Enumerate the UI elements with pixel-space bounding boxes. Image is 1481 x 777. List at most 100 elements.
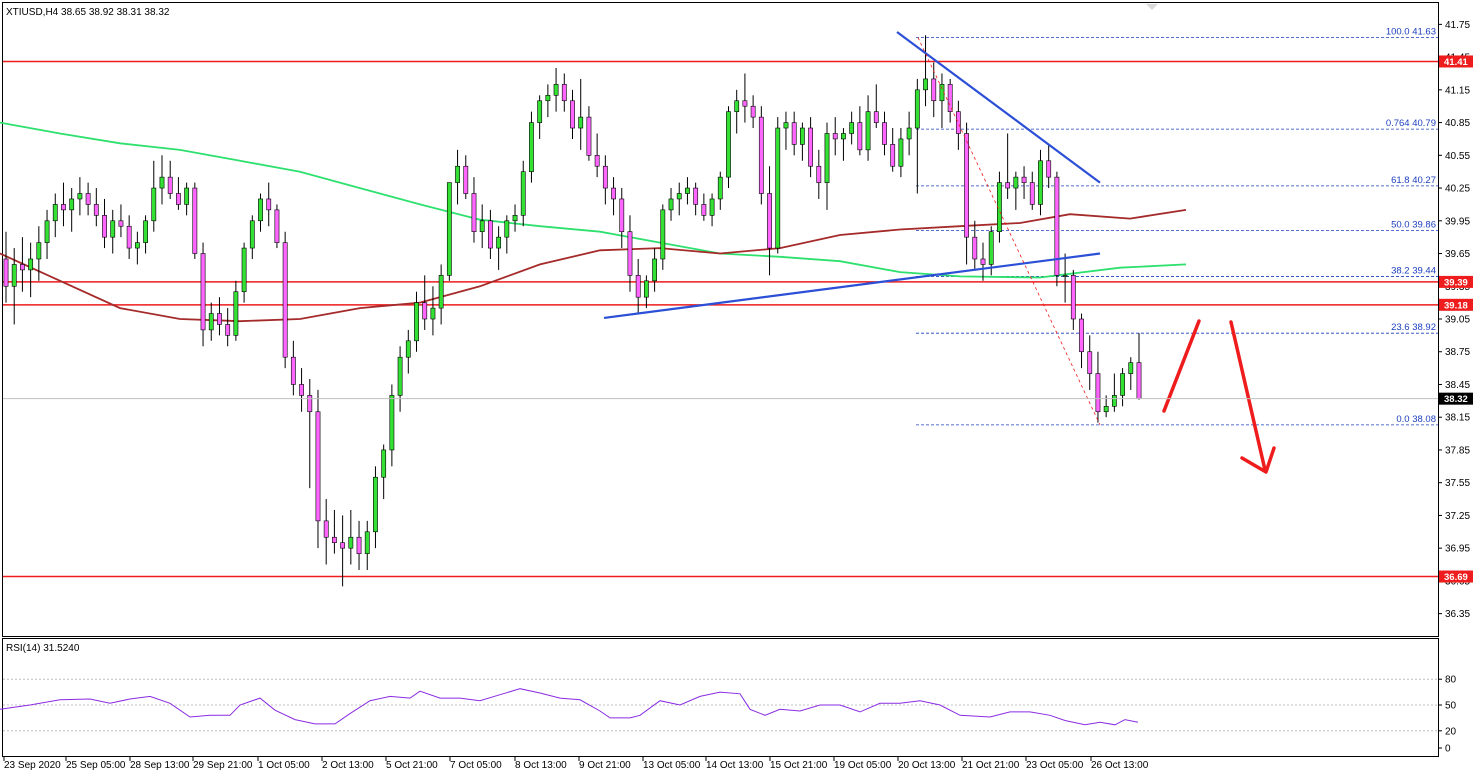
candle-body (3, 258, 9, 287)
time-tick-label: 21 Oct 21:00 (962, 760, 1020, 771)
candle-body (627, 231, 633, 276)
candle-body (258, 198, 263, 222)
level-tag (1439, 570, 1473, 583)
level-tag-label: 41.41 (1444, 57, 1468, 68)
fib-level-label: 50.0 39.86 (1391, 220, 1436, 231)
candle-body (783, 122, 789, 129)
candle-body (1111, 395, 1117, 407)
candle-body (808, 127, 813, 167)
price-tick-label: 40.55 (1445, 151, 1470, 162)
candle-body (479, 220, 485, 233)
fib-level-label: 61.8 40.27 (1391, 175, 1436, 186)
candle-body (635, 275, 641, 298)
candle-body (1029, 182, 1035, 205)
rsi-panel: 80 50 20 0 (0, 675, 1457, 755)
candle-body (487, 220, 493, 249)
time-tick-label: 25 Sep 05:00 (66, 760, 126, 771)
candle-body (1095, 373, 1101, 413)
candle-body (85, 193, 91, 205)
trendline (603, 252, 1101, 319)
candle-body (734, 100, 740, 112)
level-tag-label: 39.18 (1444, 300, 1468, 311)
candle-body (914, 89, 920, 129)
candle-body (36, 242, 42, 260)
candle-body (1005, 182, 1011, 189)
candle-body (841, 133, 846, 140)
candle-body (701, 204, 707, 216)
candle-body (496, 236, 502, 249)
candle-body (1120, 373, 1125, 396)
candle-body (217, 313, 222, 325)
fib-level-label: 0.0 38.08 (1396, 414, 1436, 425)
price-tick-label: 37.25 (1445, 511, 1470, 522)
candle-body (1062, 275, 1068, 277)
candle-body (233, 291, 239, 336)
candle-body (167, 176, 173, 194)
candle-body (340, 542, 346, 549)
time-tick-label: 2 Oct 13:00 (322, 760, 374, 771)
trendlines (603, 31, 1101, 426)
candle-body (118, 220, 124, 227)
candle-body (709, 198, 715, 216)
candle-body (151, 187, 157, 222)
candle-body (241, 247, 247, 293)
candle-body (1103, 405, 1109, 413)
candle-body (758, 116, 764, 194)
candle-body (1021, 176, 1027, 183)
time-tick-label: 19 Oct 05:00 (834, 760, 892, 771)
candles (3, 35, 1142, 587)
candle-body (947, 84, 953, 112)
candle-body (69, 198, 75, 211)
time-tick-label: 23 Sep 2020 (4, 760, 61, 771)
candle-body (126, 225, 132, 249)
fibonacci-retracement: 100.0 41.63 0.764 40.79 61.8 40.27 50.0 39.… (916, 26, 1438, 426)
candle-body (750, 105, 756, 118)
candle-body (315, 411, 321, 522)
candle-body (799, 127, 805, 145)
candle-body (594, 155, 600, 167)
time-tick-label: 23 Oct 05:00 (1026, 760, 1084, 771)
forecast-down-stroke (1229, 320, 1267, 472)
arrow-down-icon (1240, 446, 1276, 474)
candle-body (570, 100, 575, 129)
last-price-tag: 38.32 (3, 392, 1473, 405)
price-tick-label: 36.35 (1445, 609, 1470, 620)
candle-body (561, 84, 567, 102)
candle-body (266, 198, 272, 211)
candle-body (717, 176, 723, 200)
time-tick-label: 8 Oct 13:00 (515, 760, 567, 771)
fib-level-label: 38.2 39.44 (1391, 265, 1436, 276)
time-tick-label: 13 Oct 05:00 (643, 760, 701, 771)
candle-body (931, 78, 937, 102)
candle-body (397, 356, 403, 396)
rsi-tick-label: 20 (1445, 726, 1457, 737)
candle-body (1013, 176, 1019, 189)
time-tick-label: 7 Oct 05:00 (450, 760, 502, 771)
candle-body (143, 220, 148, 243)
candle-body (176, 193, 181, 205)
price-tick-label: 41.15 (1445, 85, 1470, 96)
candle-body (134, 242, 140, 249)
candle-body (1070, 275, 1076, 320)
price-tick-label: 37.55 (1445, 478, 1470, 489)
candle-body (299, 384, 304, 396)
price-tick-label: 40.85 (1445, 118, 1470, 129)
candle-body (422, 302, 428, 320)
candle-body (742, 100, 748, 107)
candle-body (93, 204, 99, 216)
candle-body (775, 127, 781, 249)
candle-body (643, 280, 649, 298)
candle-body (77, 193, 83, 200)
candle-body (791, 122, 797, 145)
candle-body (980, 258, 986, 265)
candle-body (611, 187, 616, 200)
time-tick-label: 28 Sep 13:00 (130, 760, 190, 771)
forecast-up-stroke (1162, 319, 1201, 413)
candle-body (446, 182, 452, 276)
candle-body (430, 307, 436, 320)
candle-body (192, 187, 198, 254)
level-tag (1439, 275, 1473, 288)
candle-body (849, 122, 855, 134)
candle-body (332, 536, 337, 544)
rsi-tick-label: 0 (1445, 744, 1451, 755)
